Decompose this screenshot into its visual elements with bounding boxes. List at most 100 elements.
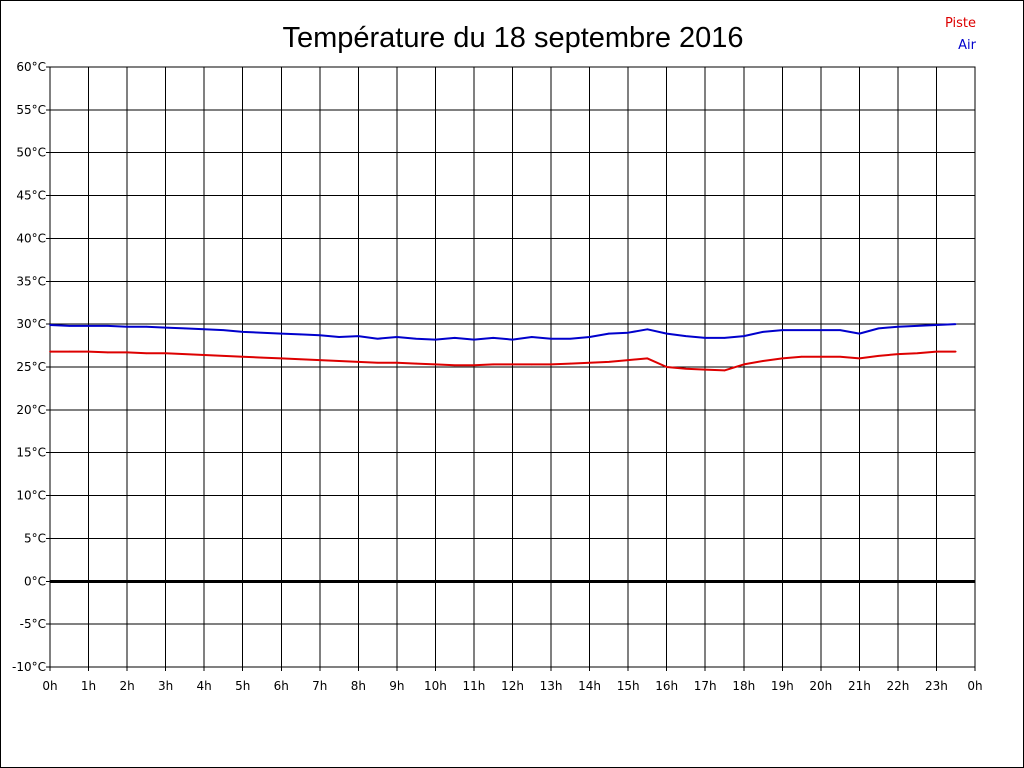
data-point-piste — [569, 362, 572, 365]
x-tick-label: 14h — [578, 679, 601, 693]
data-point-air — [261, 331, 263, 334]
data-point-piste — [511, 363, 514, 366]
data-point-piste — [299, 358, 302, 361]
data-point-air — [280, 332, 283, 335]
data-point-piste — [530, 363, 533, 366]
data-point-air — [453, 337, 456, 339]
data-point-piste — [376, 361, 379, 364]
data-point-air — [68, 325, 71, 327]
data-point-piste — [145, 352, 148, 355]
data-point-air — [665, 332, 668, 335]
legend-entry-piste: Piste — [945, 16, 976, 31]
x-tick-label: 10h — [424, 679, 447, 693]
data-point-air — [511, 338, 514, 341]
data-point-piste — [916, 352, 918, 355]
data-point-piste — [935, 350, 938, 353]
data-point-piste — [164, 352, 167, 355]
data-point-piste — [646, 357, 649, 360]
series-line-air — [49, 323, 956, 341]
data-point-piste — [184, 353, 186, 355]
x-tick-label: 6h — [274, 679, 289, 693]
data-point-air — [800, 329, 803, 331]
x-tick-label: 19h — [771, 679, 794, 693]
x-tick-label: 23h — [925, 679, 948, 693]
data-point-air — [685, 335, 687, 337]
data-point-piste — [781, 357, 784, 360]
data-point-piste — [261, 356, 263, 359]
data-point-air — [723, 337, 726, 339]
x-tick-label: 12h — [501, 679, 524, 693]
y-tick-label: 30°C — [16, 317, 46, 331]
data-point-air — [318, 334, 321, 337]
chart-title: Température du 18 septembre 2016 — [282, 22, 743, 54]
data-point-air — [164, 326, 167, 329]
data-point-air — [357, 335, 360, 337]
y-tick-label: 15°C — [16, 446, 46, 460]
data-point-air — [434, 338, 437, 341]
data-point-air — [49, 324, 51, 326]
data-point-air — [107, 325, 109, 327]
data-point-piste — [87, 350, 90, 353]
data-point-air — [473, 338, 475, 341]
data-point-piste — [203, 354, 205, 356]
data-point-piste — [608, 361, 610, 363]
data-point-piste — [68, 350, 71, 353]
x-tick-label: 5h — [235, 679, 250, 693]
x-tick-label: 20h — [809, 679, 832, 693]
data-point-piste — [415, 362, 417, 365]
x-tick-label: 0h — [42, 679, 57, 693]
y-tick-label: 60°C — [16, 60, 46, 74]
data-point-air — [627, 331, 629, 334]
legend-entry-air: Air — [958, 38, 977, 53]
data-point-air — [299, 333, 302, 336]
chart-grid — [46, 66, 976, 671]
x-tick-label: 13h — [540, 679, 563, 693]
data-point-piste — [897, 353, 899, 355]
data-point-air — [550, 337, 552, 340]
data-point-piste — [627, 359, 629, 361]
x-tick-label: 18h — [732, 679, 755, 693]
data-point-air — [396, 336, 398, 338]
y-tick-label: 0°C — [24, 574, 46, 588]
data-point-piste — [434, 363, 437, 366]
y-tick-label: 45°C — [16, 189, 46, 203]
data-point-air — [916, 325, 918, 327]
x-tick-label: 2h — [119, 679, 134, 693]
data-point-air — [646, 328, 649, 331]
x-tick-label: 1h — [81, 679, 96, 693]
data-point-air — [897, 325, 899, 328]
y-axis-ticks: 60°C 55°C 50°C 45°C 40°C 35°C 30°C 25°C 20°C 15°C… — [12, 60, 46, 674]
data-point-air — [781, 329, 784, 331]
data-point-air — [935, 324, 938, 326]
x-tick-label: 3h — [158, 679, 173, 693]
data-point-air — [241, 331, 244, 333]
x-tick-label: 21h — [848, 679, 871, 693]
y-tick-label: 50°C — [16, 146, 46, 160]
data-point-piste — [685, 367, 687, 370]
data-point-piste — [800, 355, 803, 358]
data-point-air — [203, 328, 205, 331]
data-point-piste — [665, 366, 668, 368]
y-tick-label: 35°C — [16, 274, 46, 288]
y-tick-label: 10°C — [16, 489, 46, 503]
data-point-air — [376, 337, 379, 340]
x-tick-label: 15h — [617, 679, 640, 693]
data-point-piste — [723, 369, 726, 372]
data-point-air — [415, 337, 417, 340]
data-point-piste — [858, 357, 861, 360]
data-point-piste — [396, 361, 398, 364]
data-point-air — [820, 329, 822, 331]
data-point-piste — [704, 368, 707, 371]
data-point-air — [126, 325, 128, 328]
x-tick-label: 0h — [967, 679, 982, 693]
legend: Piste Air — [945, 16, 977, 53]
data-point-piste — [742, 363, 745, 366]
data-point-piste — [762, 360, 764, 362]
y-tick-label: -10°C — [12, 660, 46, 674]
data-point-piste — [473, 364, 475, 367]
data-point-piste — [453, 364, 456, 367]
data-point-piste — [839, 355, 841, 358]
x-tick-label: 16h — [655, 679, 678, 693]
data-point-air — [569, 337, 572, 340]
